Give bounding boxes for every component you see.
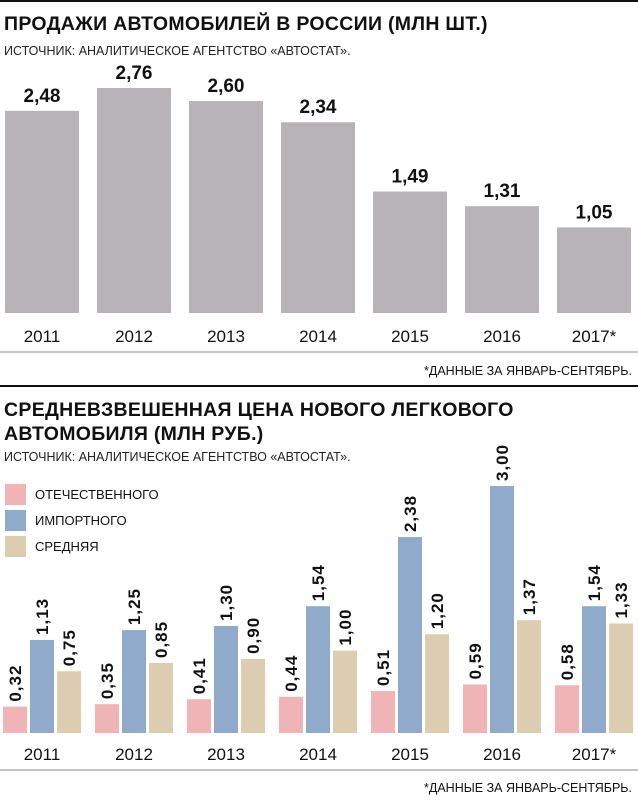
x-tick-label: 2012	[115, 745, 153, 764]
value-label: 0,58	[558, 643, 577, 680]
bar	[57, 671, 81, 733]
x-tick-label: 2012	[115, 327, 153, 346]
bar	[95, 704, 119, 733]
bar	[555, 685, 579, 733]
x-tick-label: 2016	[483, 745, 521, 764]
bar	[373, 191, 447, 313]
value-label: 1,13	[33, 598, 52, 635]
value-label: 1,30	[217, 584, 236, 621]
value-label: 1,00	[336, 609, 355, 646]
bar	[214, 625, 238, 733]
x-tick-label: 2014	[299, 327, 337, 346]
chart-subtitle: ИСТОЧНИК: АНАЛИТИЧЕСКОЕ АГЕНТСТВО «АВТОС…	[4, 44, 351, 58]
value-label: 2,60	[208, 76, 245, 97]
value-label: 1,54	[309, 564, 328, 601]
bar	[306, 606, 330, 733]
bar	[97, 88, 171, 313]
legend-label: ИМПОРТНОГО	[35, 513, 127, 528]
x-tick-label: 2013	[207, 327, 245, 346]
x-tick-label: 2016	[483, 327, 521, 346]
legend-swatch	[5, 536, 26, 557]
value-label: 2,48	[24, 86, 61, 107]
bar	[465, 206, 539, 313]
bar	[490, 486, 514, 733]
value-label: 0,90	[244, 617, 263, 654]
value-label: 1,37	[520, 578, 539, 615]
x-tick-label: 2014	[299, 745, 337, 764]
x-tick-label: 2015	[391, 745, 429, 764]
value-label: 1,05	[576, 202, 613, 223]
footnote: *ДАННЫЕ ЗА ЯНВАРЬ-СЕНТЯБРЬ.	[424, 781, 632, 795]
value-label: 0,35	[98, 662, 117, 699]
bar	[279, 696, 303, 733]
legend-label: ОТЕЧЕСТВЕННОГО	[35, 487, 159, 502]
legend-swatch	[5, 484, 26, 505]
footnote: *ДАННЫЕ ЗА ЯНВАРЬ-СЕНТЯБРЬ.	[424, 364, 632, 378]
x-tick-label: 2017*	[572, 745, 617, 764]
value-label: 0,44	[282, 655, 301, 692]
bar	[189, 101, 263, 313]
bar	[582, 606, 606, 733]
chart-title: СРЕДНЕВЗВЕШЕННАЯ ЦЕНА НОВОГО ЛЕГКОВОГО А…	[4, 399, 514, 445]
value-label: 2,76	[116, 63, 153, 84]
bar	[30, 639, 54, 733]
bar	[398, 537, 422, 733]
x-tick-label: 2015	[391, 327, 429, 346]
value-label: 1,49	[392, 167, 429, 188]
x-tick-label: 2017*	[572, 327, 617, 346]
bar	[557, 227, 631, 313]
bar	[281, 122, 355, 313]
value-label: 2,38	[401, 495, 420, 532]
bar	[371, 691, 395, 733]
value-label: 3,00	[493, 444, 512, 481]
value-label: 0,75	[60, 629, 79, 666]
bar	[187, 699, 211, 733]
chart-subtitle: ИСТОЧНИК: АНАЛИТИЧЕСКОЕ АГЕНТСТВО «АВТОС…	[4, 450, 351, 464]
value-label: 0,32	[6, 665, 25, 702]
chart-title: ПРОДАЖИ АВТОМОБИЛЕЙ В РОССИИ (МЛН ШТ.)	[4, 13, 488, 35]
value-label: 1,25	[125, 588, 144, 625]
value-label: 1,33	[612, 581, 631, 618]
value-label: 0,59	[466, 642, 485, 679]
legend-swatch	[5, 510, 26, 531]
bar	[517, 620, 541, 733]
value-label: 0,51	[374, 649, 393, 686]
value-label: 1,20	[428, 592, 447, 629]
value-label: 1,31	[484, 181, 521, 202]
bar	[3, 706, 27, 733]
legend-label: СРЕДНЯЯ	[35, 539, 99, 554]
value-label: 0,85	[152, 621, 171, 658]
value-label: 2,34	[300, 97, 337, 118]
value-label: 0,41	[190, 657, 209, 694]
bar	[149, 663, 173, 733]
x-tick-label: 2013	[207, 745, 245, 764]
bar	[333, 650, 357, 733]
bar	[463, 684, 487, 733]
x-tick-label: 2011	[24, 745, 61, 764]
bar	[5, 110, 79, 314]
bar	[425, 634, 449, 733]
value-label: 1,54	[585, 564, 604, 601]
x-tick-label: 2011	[24, 327, 61, 346]
bar	[241, 658, 265, 733]
bar	[122, 630, 146, 733]
bar	[609, 623, 633, 733]
